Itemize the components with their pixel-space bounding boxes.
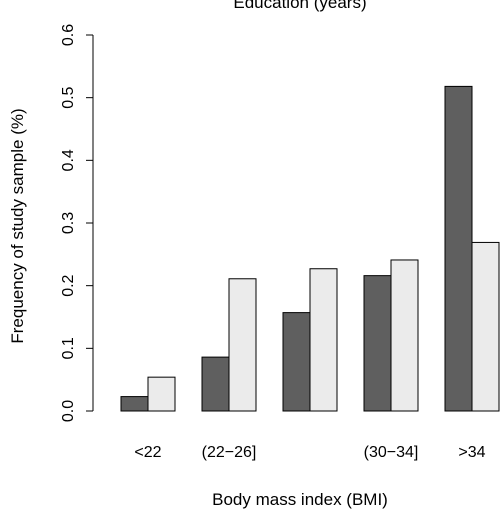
y-tick-label: 0.1 <box>60 337 77 359</box>
y-tick-label: 0.4 <box>60 149 77 171</box>
bar-light-2 <box>309 268 338 412</box>
x-tick-labels: <22 (22−26] (30−34] >34 <box>134 444 485 461</box>
bar-dark-3 <box>363 275 392 412</box>
bar-dark-0 <box>120 396 149 412</box>
bar-light-3 <box>390 259 419 412</box>
y-tick-label: 0.0 <box>60 400 77 422</box>
bar-dark-1 <box>201 356 230 412</box>
bar-dark-2 <box>282 312 311 412</box>
bar-light-4 <box>471 241 500 412</box>
x-tick-label: (22−26] <box>202 444 257 461</box>
bar-light-0 <box>147 376 176 412</box>
bar-dark-4 <box>444 85 473 412</box>
y-tick-label: 0.5 <box>60 86 77 108</box>
x-tick-label: <22 <box>134 444 161 461</box>
y-tick-label: 0.6 <box>60 24 77 46</box>
y-axis: 0.0 0.1 0.2 0.3 0.4 0.5 0.6 <box>60 24 94 422</box>
x-tick-label: (30−34] <box>364 444 419 461</box>
y-tick-label: 0.3 <box>60 212 77 234</box>
y-tick-label: 0.2 <box>60 274 77 296</box>
x-tick-label: >34 <box>458 444 485 461</box>
bars <box>120 85 500 412</box>
bar-light-1 <box>228 278 257 412</box>
chart-title: Education (years) <box>233 0 366 12</box>
y-axis-label: Frequency of study sample (%) <box>8 108 27 343</box>
x-axis-label: Body mass index (BMI) <box>212 490 388 509</box>
